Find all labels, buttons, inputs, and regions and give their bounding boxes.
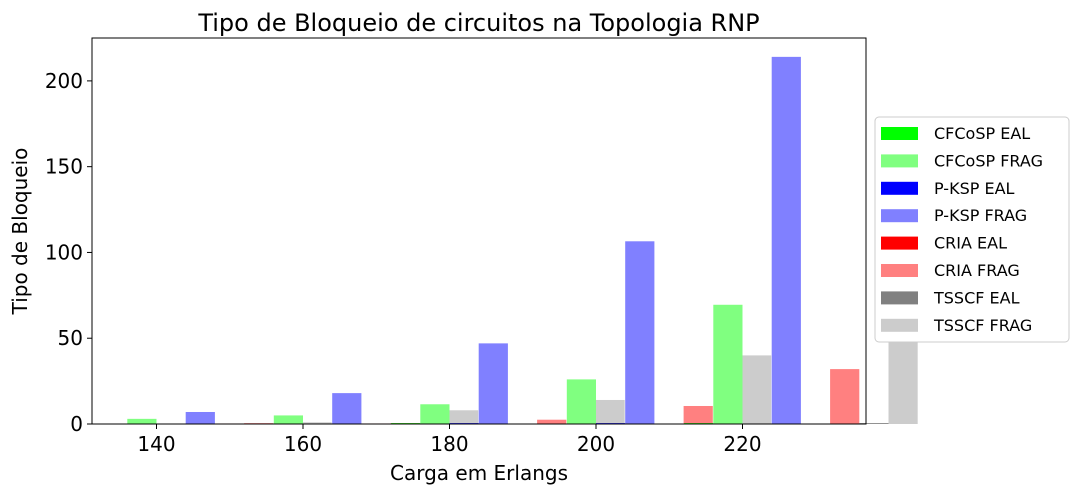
legend-entry-label: TSSCF FRAG: [933, 316, 1032, 335]
x-tick-label: 140: [137, 432, 175, 456]
legend-swatch: [881, 264, 918, 277]
x-tick-label: 180: [430, 432, 468, 456]
y-tick-label: 50: [58, 326, 83, 350]
bar: [684, 406, 713, 424]
legend-entry-label: P-KSP EAL: [934, 179, 1015, 198]
legend-swatch: [881, 319, 918, 332]
legend-entry-label: CFCoSP EAL: [934, 124, 1030, 143]
legend-entry-label: CFCoSP FRAG: [934, 151, 1043, 170]
y-axis-ticks: 0 50 100 150 200: [45, 69, 92, 436]
bar: [567, 379, 596, 424]
legend-entry-label: CRIA EAL: [934, 234, 1007, 253]
bar: [127, 419, 156, 424]
legend-entry-label: TSSCF EAL: [933, 288, 1020, 307]
y-tick-label: 150: [45, 155, 83, 179]
bar: [830, 369, 859, 424]
bar: [274, 415, 303, 424]
y-axis-label: Tipo de Bloqueio: [8, 148, 32, 316]
legend-swatch: [881, 182, 918, 195]
legend-swatch: [881, 237, 918, 250]
bar: [479, 343, 508, 424]
bar: [186, 412, 215, 424]
y-tick-label: 100: [45, 240, 83, 264]
x-axis-ticks: 140 160 180 200 220: [137, 424, 761, 456]
y-tick-label: 200: [45, 69, 83, 93]
y-tick-label: 0: [70, 412, 83, 436]
bar: [772, 57, 801, 424]
bars-group: [127, 57, 917, 424]
bar: [537, 420, 566, 424]
legend-swatch: [881, 127, 918, 140]
legend-entry-label: CRIA FRAG: [934, 261, 1020, 280]
bar: [332, 393, 361, 424]
x-axis-label: Carga em Erlangs: [390, 461, 568, 485]
x-tick-label: 160: [284, 432, 322, 456]
bar: [713, 305, 742, 424]
legend-swatch: [881, 209, 918, 222]
bar: [742, 355, 771, 424]
legend-entry-label: P-KSP FRAG: [934, 206, 1027, 225]
x-tick-label: 220: [723, 432, 761, 456]
bar: [625, 241, 654, 424]
chart-title: Tipo de Bloqueio de circuitos na Topolog…: [197, 9, 759, 37]
legend: CFCoSP EAL CFCoSP FRAG P-KSP EAL P-KSP FRAG…: [875, 117, 1069, 342]
x-tick-label: 200: [577, 432, 615, 456]
bar: [420, 404, 449, 424]
bar: [596, 400, 625, 424]
bar: [449, 410, 478, 424]
legend-swatch: [881, 154, 918, 167]
legend-swatch: [881, 291, 918, 304]
